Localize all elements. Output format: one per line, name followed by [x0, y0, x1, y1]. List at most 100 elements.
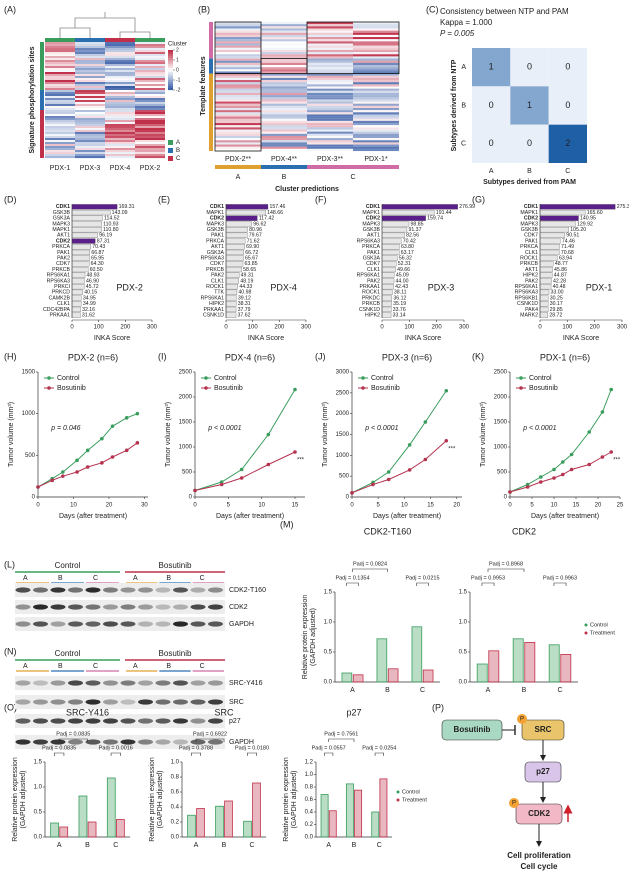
- point: [561, 460, 565, 464]
- blot-band: [138, 587, 153, 593]
- category-label: PAK2: [211, 273, 224, 279]
- heatmap-cell: [215, 86, 261, 89]
- cell-value: 0: [489, 100, 494, 110]
- category-label: GSK3A: [53, 216, 71, 222]
- panel-label: (L): [4, 559, 15, 569]
- blot-band: [120, 699, 136, 705]
- point: [587, 462, 591, 467]
- blot-band: [155, 680, 171, 686]
- heatmap-cell: [215, 144, 261, 147]
- legend-marker: [47, 376, 51, 380]
- heatmap-cell: [261, 58, 307, 61]
- bar: [187, 814, 196, 838]
- bar: [71, 244, 91, 250]
- bar: [225, 204, 269, 210]
- legend-label: Control: [590, 622, 608, 628]
- blot-band: [138, 604, 153, 610]
- bar: [71, 295, 82, 301]
- heatmap-cell: [307, 28, 353, 31]
- chart-title: Consistency between NTP and PAM: [440, 7, 569, 16]
- series-line: [194, 389, 296, 491]
- value-label: 49.66: [397, 267, 410, 273]
- heatmap-cell: [135, 114, 165, 117]
- x-tick-label: 300: [301, 325, 312, 331]
- heatmap-cell: [135, 44, 165, 47]
- bar: [539, 215, 579, 221]
- heatmap-cell: [353, 37, 399, 40]
- bar: [71, 272, 86, 278]
- value-label: 63.85: [245, 261, 258, 267]
- chart-title: p27: [346, 707, 361, 717]
- heatmap-cell: [215, 123, 261, 126]
- heatmap-cell: [307, 43, 353, 46]
- bracket: [352, 568, 388, 572]
- heatmap-cell: [353, 148, 399, 152]
- bar: [381, 278, 395, 284]
- heatmap-cell: [215, 47, 261, 50]
- matrix-cell: [510, 124, 549, 163]
- heatmap-cell: [135, 108, 165, 111]
- category-label: PAK2: [57, 256, 70, 262]
- heatmap-cell: [307, 62, 353, 66]
- category-label: CDK1: [210, 204, 224, 210]
- blot-band: [15, 680, 31, 686]
- row-group-bar: [209, 58, 213, 74]
- y-tick-label: 500: [497, 470, 508, 476]
- heatmap-cell: [261, 69, 307, 72]
- column-bar: [135, 38, 165, 42]
- heatmap-cell: [261, 30, 307, 33]
- heatmap-cell: [307, 45, 353, 48]
- heatmap-cell: [307, 92, 353, 96]
- row-group-bar: [209, 22, 213, 59]
- y-tick-label: 1.5: [34, 760, 43, 766]
- bar: [371, 811, 380, 838]
- heatmap-cell: [45, 64, 75, 67]
- heatmap-cell: [215, 101, 261, 104]
- legend-label: Bosutinib: [57, 385, 86, 392]
- colorbar-step: [168, 60, 173, 63]
- point: [444, 438, 449, 443]
- x-tick-label: 15: [292, 503, 299, 509]
- category-label: HIPK2: [523, 273, 538, 279]
- heatmap-cell: [353, 84, 399, 87]
- heatmap-cell: [75, 84, 105, 87]
- blot-strip: [15, 735, 225, 749]
- heatmap-cell: [135, 102, 165, 105]
- annotation: Padj = 0.9953: [471, 575, 505, 581]
- heatmap-cell: [135, 50, 165, 53]
- point: [61, 474, 65, 478]
- value-label: 35.19: [393, 301, 406, 307]
- bar: [71, 284, 85, 290]
- legend-marker: [204, 386, 208, 390]
- point: [75, 458, 79, 463]
- bar: [225, 295, 237, 301]
- point: [124, 448, 129, 453]
- value-label: 42.43: [395, 284, 408, 290]
- chart-title: PDX-3 (n=6): [382, 352, 432, 362]
- bar: [225, 266, 242, 273]
- heatmap-cell: [75, 138, 105, 141]
- x-tick-label: 0: [350, 503, 354, 509]
- x-tick-label: 15: [573, 503, 580, 509]
- chart-title: CDK2-T160: [364, 526, 412, 536]
- heatmap-cell: [353, 49, 399, 53]
- category-label: RPS6KA3: [357, 238, 380, 244]
- cell-value: 0: [489, 138, 494, 148]
- bar: [524, 642, 536, 683]
- panel-label: (J): [315, 351, 326, 361]
- heatmap-cell: [135, 64, 165, 67]
- heatmap-cell: [105, 140, 135, 143]
- heatmap-cell: [75, 82, 105, 85]
- blot-band: [103, 699, 118, 705]
- category-label: AKT1: [525, 267, 538, 273]
- category-label: CSNK1D: [203, 313, 224, 319]
- y-tick-label: 1500: [179, 420, 193, 426]
- outcome-label: Cell proliferation: [507, 851, 571, 860]
- value-label: 143.09: [112, 210, 128, 216]
- bracket: [110, 752, 121, 756]
- blot-band: [173, 621, 188, 627]
- panel-label: (C): [426, 4, 439, 14]
- heatmap-cell: [135, 46, 165, 49]
- cell-value: 0: [527, 62, 532, 72]
